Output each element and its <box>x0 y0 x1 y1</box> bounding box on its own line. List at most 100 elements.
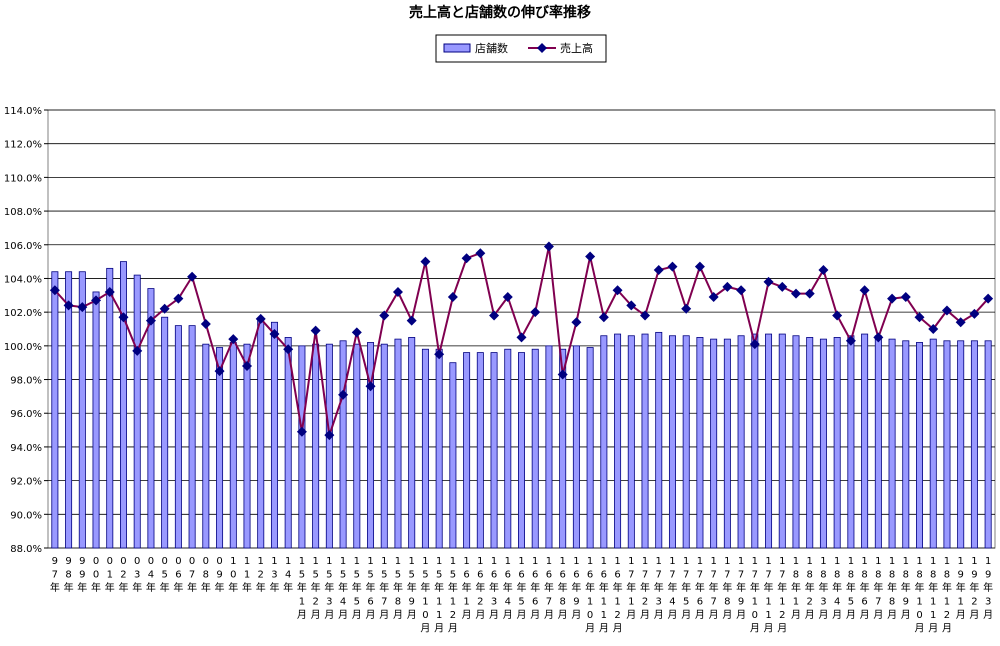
marker <box>104 286 115 297</box>
bar <box>174 325 182 549</box>
marker <box>406 315 417 326</box>
bar <box>284 337 292 549</box>
bar <box>792 335 800 549</box>
bar <box>270 321 278 549</box>
bar <box>668 335 676 549</box>
marker <box>269 329 280 340</box>
bar <box>119 261 127 549</box>
marker <box>242 361 253 372</box>
marker <box>543 241 554 252</box>
bar <box>298 345 306 549</box>
bar <box>819 338 827 549</box>
marker <box>145 315 156 326</box>
bar <box>902 340 910 549</box>
y-tick-label: 104.0% <box>4 274 42 285</box>
marker <box>530 307 541 318</box>
legend-swatch <box>537 43 547 53</box>
bar <box>51 271 59 549</box>
marker <box>955 317 966 328</box>
marker <box>681 303 692 314</box>
marker <box>983 293 994 304</box>
bar <box>353 343 361 549</box>
bar <box>916 342 924 549</box>
marker <box>516 332 527 343</box>
marker <box>489 310 500 321</box>
marker <box>928 324 939 334</box>
marker <box>763 276 774 287</box>
marker <box>804 288 815 299</box>
marker <box>132 345 143 356</box>
marker <box>173 293 184 304</box>
bar <box>394 338 402 549</box>
marker <box>475 248 486 259</box>
marker <box>420 256 431 267</box>
marker <box>598 312 609 323</box>
chart-title: 売上高と店舗数の伸び率推移 <box>409 4 591 21</box>
marker <box>49 285 60 296</box>
marker <box>626 300 637 311</box>
bar <box>545 345 553 549</box>
marker <box>159 303 170 314</box>
bar <box>600 335 608 549</box>
bar <box>188 325 196 549</box>
y-tick-label: 108.0% <box>4 207 42 218</box>
marker <box>969 308 980 319</box>
bar <box>696 337 704 549</box>
bar <box>380 343 388 549</box>
bar <box>106 267 114 549</box>
bar <box>682 335 690 549</box>
y-tick-label: 98.0% <box>10 376 42 387</box>
marker <box>571 317 582 328</box>
bar <box>559 348 567 549</box>
marker <box>228 334 239 345</box>
marker <box>667 261 678 272</box>
y-tick-label: 96.0% <box>10 409 42 420</box>
marker <box>612 285 623 296</box>
bar <box>929 338 937 549</box>
bar <box>490 352 498 549</box>
marker <box>694 261 705 272</box>
marker <box>790 288 801 299</box>
y-tick-label: 110.0% <box>4 173 42 184</box>
marker <box>900 291 911 302</box>
bar <box>367 342 375 549</box>
y-tick-label: 102.0% <box>4 308 42 319</box>
bar <box>723 338 731 549</box>
legend-label: 店舗数 <box>475 41 508 55</box>
bar <box>614 333 622 549</box>
y-tick-label: 112.0% <box>4 140 42 151</box>
marker <box>310 325 321 336</box>
